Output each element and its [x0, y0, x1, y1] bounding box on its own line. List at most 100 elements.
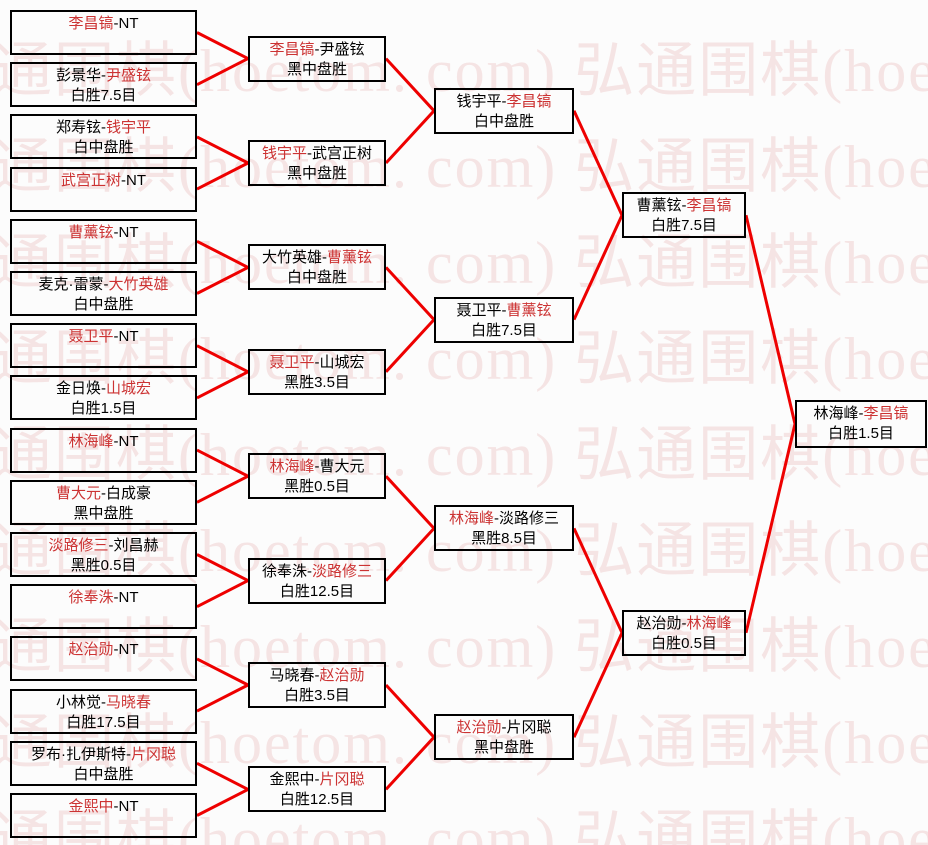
player2-name: 山城宏 [319, 353, 365, 371]
match-result: 白中盘胜 [73, 296, 134, 313]
vs-dash: - [113, 15, 119, 32]
match-players: 郑寿铉-钱宇平 [12, 118, 195, 138]
match-players: 钱宇平-武宫正树 [250, 144, 384, 164]
connector-line [196, 761, 249, 791]
player1-name: 淡路修三 [48, 537, 109, 554]
match-result: 黑胜0.5目 [284, 478, 350, 496]
match-result: 黑胜0.5目 [70, 557, 137, 574]
player2-name: NT [118, 589, 139, 607]
match-box-quarterfinal-m4: 赵治勋-片冈聪 黑中盘胜 [434, 714, 574, 761]
player2-name: 片冈聪 [130, 745, 176, 763]
vs-dash: - [108, 537, 114, 554]
watermark-text: 弘通围棋(hoetom. com) 弘通围棋(hoetom. com) [0, 614, 928, 680]
match-box-semifinal-m1: 曹薰铉-李昌镐 白胜7.5目 [622, 192, 746, 239]
vs-dash: - [314, 458, 320, 476]
match-box-round-1-m9: 林海峰-NT [10, 427, 197, 473]
connector-line [196, 344, 249, 374]
match-result: 白胜3.5目 [284, 687, 350, 704]
player1-name: 林海峰 [68, 432, 114, 450]
connector-line [384, 475, 436, 530]
player2-name: NT [126, 171, 146, 189]
match-players: 金日焕-山城宏 [12, 379, 195, 399]
player1-name: 马晓春 [269, 667, 315, 684]
player1-name: 赵治勋 [456, 719, 502, 737]
vs-dash: - [314, 667, 320, 684]
player2-name: 武宫正树 [312, 145, 373, 162]
player1-name: 麦克·雷蒙 [38, 276, 104, 293]
player1-name: 林海峰 [448, 510, 494, 528]
connector-line [196, 553, 249, 582]
player1-name: 郑寿铉 [55, 119, 101, 137]
match-result: 白胜7.5目 [651, 217, 717, 235]
vs-dash: - [322, 249, 327, 267]
player2-name: 曹薰铉 [506, 301, 552, 319]
match-players: 武宫正树-NT [12, 171, 195, 191]
match-box-final-m1: 林海峰-李昌镐 白胜1.5目 [795, 400, 927, 448]
match-players: 林海峰-淡路修三 [436, 509, 572, 529]
vs-dash: - [113, 432, 119, 450]
match-box-round-2-m1: 李昌镐-尹盛铉 黑中盘胜 [248, 35, 386, 82]
match-players: 聂卫平-曹薰铉 [436, 301, 572, 321]
player2-name: 山城宏 [106, 380, 152, 398]
vs-dash: - [494, 510, 499, 528]
match-box-quarterfinal-m2: 聂卫平-曹薰铉 白胜7.5目 [434, 296, 574, 343]
connector-line [196, 57, 249, 87]
player2-name: 马晓春 [106, 693, 152, 711]
player1-name: 徐奉洙 [261, 562, 307, 580]
player1-name: 徐奉洙 [68, 589, 114, 607]
match-players: 钱宇平-李昌镐 [436, 92, 572, 112]
match-box-round-1-m5: 曹薰铉-NT [10, 218, 197, 264]
match-players: 林海峰-李昌镐 [797, 404, 925, 424]
match-box-round-1-m10: 曹大元-白成豪 黑中盘胜 [10, 479, 197, 525]
player1-name: 金熙中 [269, 771, 315, 789]
connector-line [384, 266, 436, 321]
match-box-round-1-m13: 赵治勋-NT [10, 636, 197, 682]
match-players: 林海峰-NT [12, 432, 195, 452]
connector-line [196, 135, 249, 165]
vs-dash: - [113, 798, 119, 815]
match-players: 马晓春-赵治勋 [250, 666, 384, 686]
connector-line [384, 57, 436, 112]
player1-name: 曹薰铉 [68, 223, 114, 241]
watermark-text: 弘通围棋(hoetom. com) 弘通围棋(hoetom. com) [0, 806, 928, 845]
match-players: 李昌镐-NT [12, 14, 195, 34]
match-box-round-1-m8: 金日焕-山城宏 白胜1.5目 [10, 375, 197, 421]
match-box-round-2-m2: 钱宇平-武宫正树 黑中盘胜 [248, 140, 386, 186]
match-box-round-1-m6: 麦克·雷蒙-大竹英雄 白中盘胜 [10, 271, 197, 316]
match-players: 淡路修三-刘昌赫 [12, 536, 195, 556]
connector-line [196, 31, 249, 60]
match-players: 徐奉洙-NT [12, 588, 195, 608]
connector-line [196, 239, 249, 269]
player2-name: 曹薰铉 [327, 249, 373, 267]
match-result: 白胜17.5目 [66, 713, 141, 731]
match-result: 黑中盘胜 [286, 165, 347, 182]
match-players: 曹大元-白成豪 [12, 484, 195, 504]
match-box-round-2-m6: 徐奉洙-淡路修三 白胜12.5目 [248, 557, 386, 604]
match-box-round-1-m12: 徐奉洙-NT [10, 584, 197, 630]
match-result: 白中盘胜 [73, 139, 134, 157]
match-players: 曹薰铉-李昌镐 [624, 196, 744, 216]
connector-line [384, 109, 436, 165]
player2-name: 尹盛铉 [106, 67, 152, 85]
vs-dash: - [101, 693, 106, 711]
match-players: 麦克·雷蒙-大竹英雄 [12, 275, 195, 295]
player1-name: 聂卫平 [456, 301, 502, 319]
match-box-round-2-m3: 大竹英雄-曹薰铉 白中盘胜 [248, 244, 386, 291]
connector-line [196, 657, 249, 687]
vs-dash: - [681, 197, 687, 215]
match-players: 金熙中-NT [12, 797, 195, 817]
player2-name: 李昌镐 [506, 92, 552, 110]
player2-name: 尹盛铉 [319, 40, 365, 58]
player1-name: 赵治勋 [68, 641, 114, 659]
match-result: 白胜1.5目 [828, 425, 894, 442]
connector-line [744, 214, 797, 425]
watermark-text: 弘通围棋(hoetom. com) 弘通围棋(hoetom. com) [0, 38, 928, 104]
watermark-text: 弘通围棋(hoetom. com) 弘通围棋(hoetom. com) [0, 710, 928, 776]
match-result: 白胜0.5目 [651, 634, 717, 652]
player2-name: 片冈聪 [506, 719, 552, 737]
match-box-round-2-m7: 马晓春-赵治勋 白胜3.5目 [248, 662, 386, 708]
vs-dash: - [113, 641, 119, 659]
player1-name: 武宫正树 [60, 171, 121, 189]
match-result: 黑中盘胜 [286, 60, 347, 78]
